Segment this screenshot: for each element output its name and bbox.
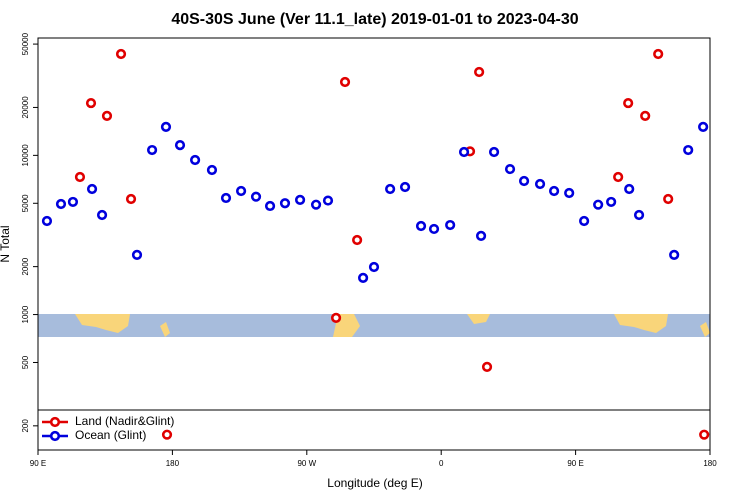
point <box>67 196 79 208</box>
x-tick-label: 180 <box>703 459 717 468</box>
point <box>131 249 143 260</box>
point <box>160 121 172 132</box>
point <box>474 66 485 78</box>
point <box>564 187 575 199</box>
x-tick-label: 180 <box>166 459 180 468</box>
x-tick-label: 90 E <box>30 459 46 468</box>
point <box>74 171 86 183</box>
y-tick-label: 50000 <box>21 32 30 55</box>
point <box>330 312 342 323</box>
point <box>534 178 546 190</box>
point <box>663 193 674 205</box>
point <box>339 76 351 88</box>
point <box>264 200 276 212</box>
point <box>235 185 247 197</box>
point <box>161 429 173 440</box>
y-axis-label: N Total <box>0 225 12 262</box>
point <box>415 220 427 232</box>
point <box>96 209 108 221</box>
point <box>85 97 97 109</box>
point <box>669 249 680 260</box>
point <box>481 361 493 373</box>
point <box>698 121 709 132</box>
x-axis-label: Longitude (deg E) <box>327 476 422 490</box>
point <box>504 163 516 175</box>
legend-marker <box>49 416 61 428</box>
y-tick-label: 500 <box>21 355 30 369</box>
point <box>174 139 186 151</box>
map-strip <box>38 314 710 337</box>
y-tick-label: 2000 <box>21 257 30 275</box>
point <box>683 144 694 156</box>
point <box>458 146 470 158</box>
y-tick-label: 1000 <box>21 305 30 323</box>
point <box>428 223 440 235</box>
point <box>189 154 201 166</box>
y-tick-label: 10000 <box>21 144 30 167</box>
x-tick-label: 90 E <box>567 459 583 468</box>
point <box>633 209 645 221</box>
point <box>623 97 634 109</box>
x-tick-label: 90 W <box>297 459 316 468</box>
point <box>357 272 369 283</box>
point <box>624 183 635 195</box>
y-tick-label: 5000 <box>21 194 30 212</box>
point <box>86 183 98 195</box>
point <box>548 185 560 197</box>
point <box>613 171 624 183</box>
point <box>368 261 380 273</box>
point <box>699 429 710 440</box>
plot-frame <box>37 37 711 451</box>
point <box>55 198 67 210</box>
point <box>310 199 322 210</box>
legend-label: Ocean (Glint) <box>75 428 146 442</box>
point <box>593 199 604 210</box>
point <box>488 146 500 158</box>
point <box>250 191 262 202</box>
y-tick-label: 200 <box>21 419 30 433</box>
point <box>220 192 232 204</box>
point <box>640 110 651 121</box>
point <box>206 164 218 176</box>
point <box>518 175 530 187</box>
point <box>101 110 113 121</box>
point <box>399 181 411 193</box>
y-tick-label: 20000 <box>21 96 30 119</box>
point <box>146 144 158 156</box>
x-tick-label: 0 <box>439 459 444 468</box>
point <box>579 215 590 227</box>
point <box>653 48 664 60</box>
point <box>322 195 334 206</box>
point <box>115 48 127 60</box>
legend-label: Land (Nadir&Glint) <box>75 414 174 428</box>
point <box>445 219 456 231</box>
point <box>352 234 363 246</box>
point <box>294 194 306 206</box>
point <box>41 215 53 227</box>
point <box>279 198 291 209</box>
chart-title: 40S-30S June (Ver 11.1_late) 2019-01-01 … <box>171 11 578 28</box>
legend-marker <box>49 430 61 442</box>
point <box>125 193 137 205</box>
point <box>385 183 396 195</box>
point <box>475 230 487 241</box>
point <box>606 196 617 208</box>
